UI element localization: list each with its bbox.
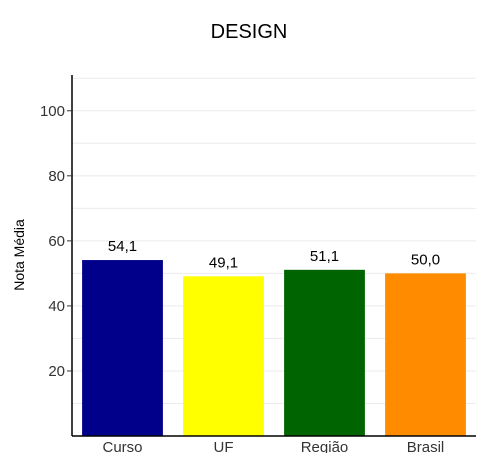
value-label: 50,0 (411, 251, 440, 268)
y-axis-label: Nota Média (11, 219, 27, 291)
bars (82, 260, 466, 436)
value-label: 54,1 (108, 238, 137, 255)
y-tick-label: 40 (48, 298, 65, 315)
chart-title: DESIGN (211, 21, 288, 43)
value-label: 49,1 (209, 254, 238, 271)
bar-curso (82, 260, 163, 436)
x-tick-label: UF (214, 439, 234, 453)
y-tick-label: 60 (48, 233, 65, 250)
axes (71, 75, 476, 437)
bar-uf (183, 276, 264, 436)
y-tick-label: 80 (48, 168, 65, 185)
x-tick-label: Curso (102, 439, 142, 453)
y-tick-label: 20 (48, 363, 65, 380)
x-tick-label: Região (301, 439, 349, 453)
bar-brasil (385, 273, 466, 436)
value-label: 51,1 (310, 248, 339, 265)
y-tick-label: 100 (40, 103, 65, 120)
x-tick-label: Brasil (407, 439, 445, 453)
labels: 20 40 60 80 100 54,1 Curso 49,1 UF 51,1 Região 50,0… (40, 103, 444, 453)
bar-região (284, 269, 365, 436)
